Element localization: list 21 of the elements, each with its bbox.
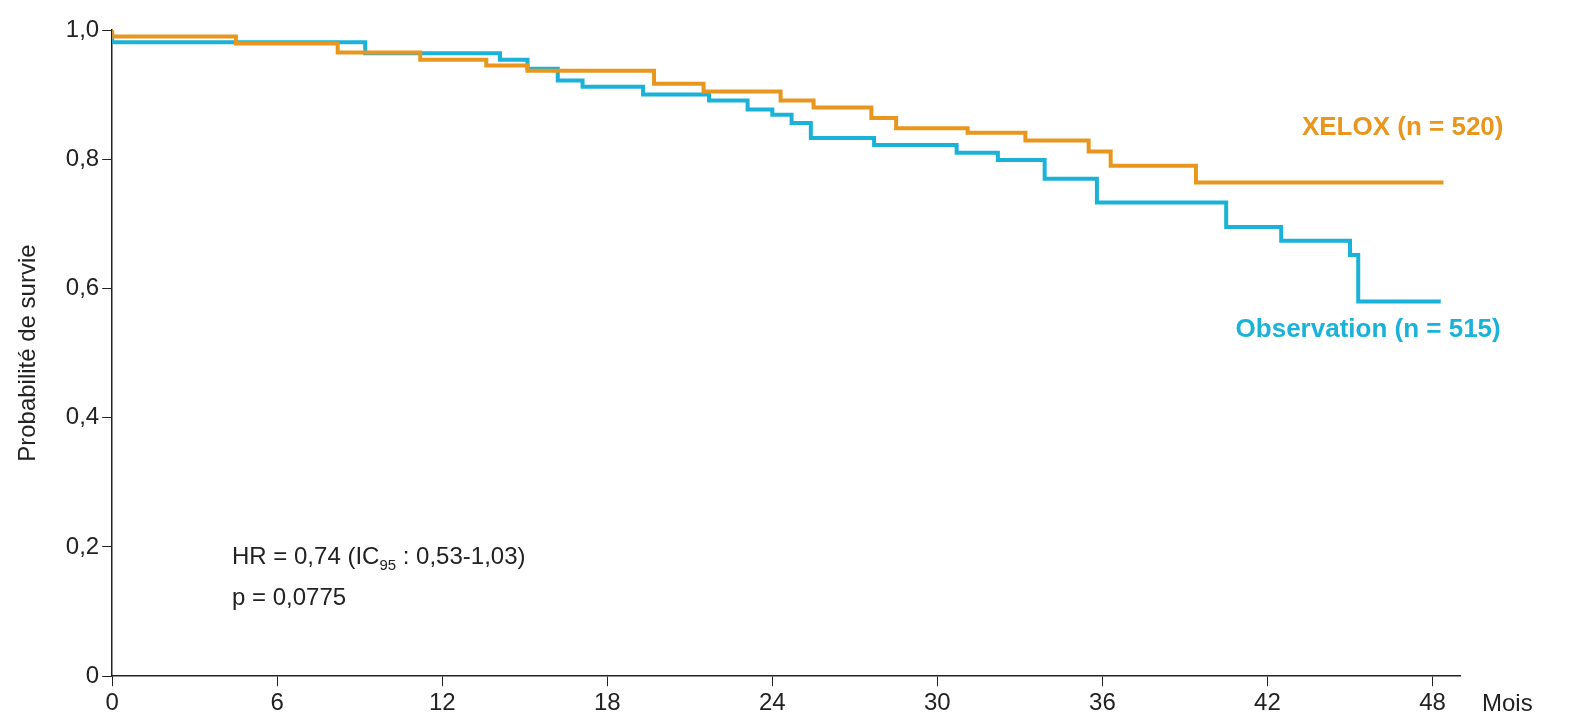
y-tick-label: 0,2	[65, 531, 100, 559]
y-tick-label: 0,4	[65, 402, 100, 430]
series-label: XELOX (n = 520)	[1301, 110, 1504, 141]
x-axis-title: Mois	[1482, 688, 1533, 716]
y-axis-title: Probabilité de survie	[13, 244, 41, 462]
series-label: Observation (n = 515)	[1235, 312, 1501, 343]
x-tick-label: 36	[1089, 688, 1116, 716]
annotation: HR = 0,74 (IC$_{95}$ : 0,53-1,03)	[232, 541, 526, 575]
annotation: p = 0,0775	[232, 581, 348, 612]
x-tick-label: 6	[270, 688, 284, 716]
x-tick-label: 18	[593, 688, 621, 716]
x-tick-label: 0	[105, 688, 119, 716]
y-tick-label: 0,8	[65, 143, 100, 171]
x-tick-label: 30	[924, 688, 951, 716]
x-tick-label: 42	[1254, 688, 1281, 716]
y-tick-label: 0	[85, 660, 100, 688]
y-tick-label: 1,0	[65, 14, 100, 42]
x-tick-label: 48	[1419, 688, 1446, 716]
x-tick-label: 24	[758, 688, 786, 716]
x-tick-label: 12	[428, 688, 456, 716]
y-tick-label: 0,6	[65, 273, 100, 301]
